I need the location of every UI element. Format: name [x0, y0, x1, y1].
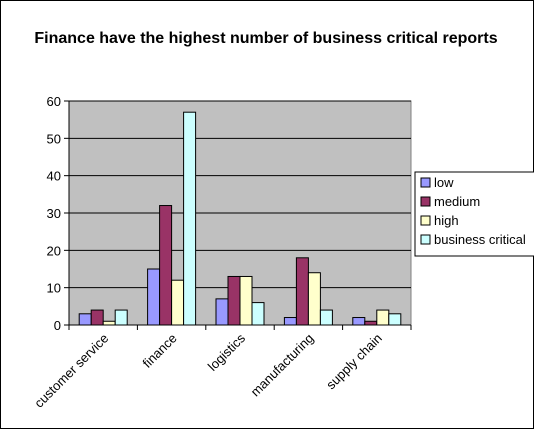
chart-title: Finance have the highest number of busin…	[34, 30, 498, 47]
bar-business-critical-manufacturing	[319, 309, 333, 326]
bar-high-supply-chain	[376, 309, 390, 326]
legend: low medium high business critical	[414, 171, 534, 257]
legend-label: medium	[434, 194, 480, 209]
bar-high-customer-service	[102, 320, 116, 326]
legend-label: business critical	[434, 232, 526, 247]
bar-business-critical-logistics	[251, 302, 265, 326]
bar-medium-manufacturing	[295, 257, 309, 326]
legend-label: low	[434, 175, 454, 190]
x-tick-label: finance	[139, 331, 179, 371]
y-tick-label: 20	[47, 243, 61, 258]
y-tick-label: 10	[47, 281, 61, 296]
y-tick-label: 60	[47, 94, 61, 109]
legend-swatch	[420, 196, 431, 207]
bar-high-logistics	[239, 275, 253, 326]
bar-medium-logistics	[227, 275, 241, 326]
legend-swatch	[420, 234, 431, 245]
legend-label: high	[434, 213, 459, 228]
legend-swatch	[420, 215, 431, 226]
bar-low-manufacturing	[283, 317, 297, 326]
bar-low-customer-service	[78, 313, 92, 326]
y-tick-label: 50	[47, 131, 61, 146]
bar-medium-customer-service	[90, 309, 104, 326]
bar-low-finance	[147, 268, 161, 326]
bars	[78, 111, 402, 326]
bar-business-critical-customer-service	[114, 309, 128, 326]
y-tick-label: 0	[54, 318, 61, 333]
y-tick-label: 30	[47, 206, 61, 221]
x-tick-label: manufacturing	[248, 331, 317, 400]
x-tick-label: customer service	[31, 331, 111, 411]
bar-low-logistics	[215, 298, 229, 326]
bar-low-supply-chain	[352, 317, 366, 326]
bar-business-critical-supply-chain	[388, 313, 402, 326]
legend-swatch	[420, 177, 431, 188]
bar-business-critical-finance	[183, 111, 197, 326]
bar-medium-supply-chain	[364, 320, 378, 326]
bar-high-finance	[171, 279, 185, 326]
bar-high-manufacturing	[307, 272, 321, 326]
x-tick-label: supply chain	[323, 331, 385, 393]
x-tick-label: logistics	[205, 330, 249, 374]
y-tick-label: 40	[47, 169, 61, 184]
legend-box	[414, 171, 534, 257]
bar-medium-finance	[159, 205, 173, 326]
